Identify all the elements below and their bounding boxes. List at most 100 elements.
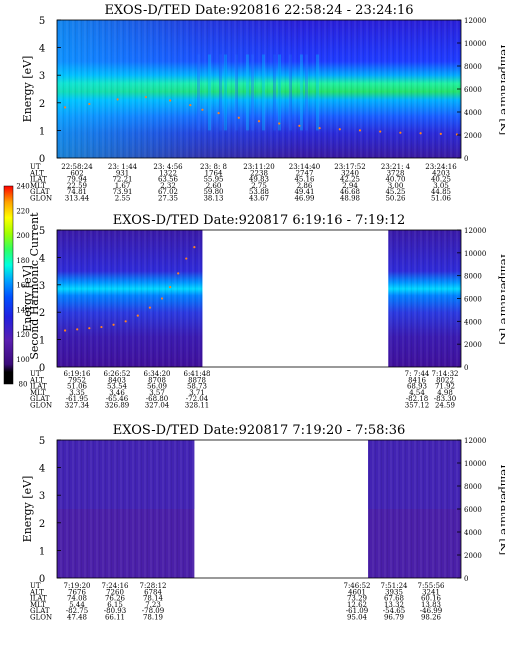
info-row-label: GLON [30, 614, 52, 622]
spectrogram-texture [368, 440, 461, 578]
y-tick-label: 2 [39, 99, 45, 110]
info-cell: 74.81 [67, 188, 87, 196]
info-cell: -83.30 [434, 395, 456, 403]
info-cell: 1322 [159, 169, 177, 177]
y-tick-label: 4 [39, 44, 45, 55]
info-cell: 3.05 [433, 182, 449, 190]
info-cell: 328.11 [185, 402, 210, 410]
info-cell: 38.13 [203, 195, 223, 203]
info-cell: 3728 [387, 169, 405, 177]
colorbar-tick-label: 240 [16, 183, 29, 191]
info-cell: 66.11 [105, 614, 125, 622]
info-cell: 59.80 [203, 188, 223, 196]
y2-tick-label: 6000 [464, 86, 482, 94]
info-cell: 44.85 [431, 188, 451, 196]
temperature-point [358, 129, 362, 132]
info-row-label: ALT [29, 169, 44, 177]
info-cell: 4203 [432, 169, 450, 177]
y-tick-label: 1 [39, 126, 45, 137]
temperature-point [217, 112, 220, 115]
info-cell: 56.09 [147, 383, 167, 391]
info-cell: 8022 [436, 376, 454, 384]
colorbar-tick-label: 180 [16, 257, 29, 265]
colorbar-tick-label: 80 [19, 381, 28, 389]
temperature-point [189, 104, 192, 107]
info-cell: 23:24:16 [425, 163, 457, 171]
info-cell: 72.21 [112, 176, 132, 184]
info-row-label: GLON [30, 195, 52, 203]
y2-tick-label: 6000 [464, 296, 482, 304]
y2-tick-label: 4000 [464, 318, 482, 326]
info-cell: 60.16 [421, 595, 442, 603]
info-cell: 1.67 [115, 182, 131, 190]
info-cell: 2.75 [251, 182, 267, 190]
info-cell: 45.16 [294, 176, 315, 184]
panels: EXOS-D/TED Date:920816 22:58:24 - 23:24:… [21, 3, 505, 622]
info-row-label: ALT [29, 376, 44, 384]
y-tick-label: 4 [39, 464, 45, 475]
info-row-label: UT [30, 582, 41, 590]
info-cell: -80.93 [104, 607, 126, 615]
colorbar-tick-label: 160 [16, 282, 29, 290]
info-cell: 51.06 [67, 383, 88, 391]
colorbar-tick-label: 140 [16, 306, 29, 314]
info-cell: 23:11:20 [243, 163, 274, 171]
info-cell: 7:46:52 [344, 582, 371, 590]
info-cell: 327.04 [145, 402, 170, 410]
temperature-point [419, 132, 422, 135]
info-cell: 96.79 [384, 614, 404, 622]
temperature-point [169, 285, 172, 289]
y2-tick-label: 10000 [464, 250, 486, 258]
y2-axis-title: Temperature [K] [498, 463, 505, 555]
info-cell: 27.35 [158, 195, 178, 203]
temperature-point [148, 306, 152, 309]
colorbar-tick-label: 100 [16, 356, 29, 364]
info-cell: 6:19:16 [64, 370, 92, 378]
y-tick-label: 3 [39, 281, 45, 292]
info-cell: 313.44 [65, 195, 90, 203]
info-cell: -54.65 [383, 607, 405, 615]
y-axis-title: Energy [eV] [21, 56, 34, 123]
spectrogram-texture [388, 230, 461, 367]
y-tick-label: 4 [39, 253, 45, 264]
panel-2: EXOS-D/TED Date:920817 6:19:16 - 7:19:12… [21, 213, 505, 410]
info-row-label: ILAT [30, 595, 47, 603]
temperature-point [100, 325, 103, 329]
info-cell: 68.93 [407, 383, 427, 391]
y-axis-title: Energy [eV] [21, 265, 34, 332]
y-tick-label: 3 [39, 491, 45, 502]
y2-tick-label: 8000 [464, 273, 482, 281]
colorbar: 80 100 120 140 160 180 200 220 240 Second Harmon… [3, 183, 41, 389]
y2-tick-label: 12000 [464, 437, 486, 445]
temperature-point [399, 131, 402, 134]
info-cell: 4.54 [409, 389, 425, 397]
info-cell: 40.25 [431, 176, 451, 184]
temperature-point [257, 120, 261, 123]
info-cell: 2.60 [206, 182, 222, 190]
info-cell: 74.08 [67, 595, 87, 603]
temperature-point [144, 95, 147, 99]
info-cell: 71.92 [435, 383, 455, 391]
y2-tick-label: 4000 [464, 109, 482, 117]
info-cell: 4601 [348, 588, 366, 596]
info-cell: 6:26:52 [104, 370, 131, 378]
temperature-point [318, 127, 321, 130]
info-cell: 79.94 [67, 176, 88, 184]
info-cell: 23:17:52 [334, 163, 365, 171]
temperature-point [63, 329, 67, 332]
info-cell: 6.15 [107, 601, 123, 609]
info-cell: 53.54 [107, 383, 128, 391]
info-cell: 23: 1:44 [108, 163, 138, 171]
info-cell: 51.06 [431, 195, 452, 203]
info-cell: 49.83 [249, 176, 269, 184]
info-cell: 73.91 [112, 188, 132, 196]
info-cell: 78.14 [143, 595, 164, 603]
y2-tick-label: 4000 [464, 529, 482, 537]
info-cell: 46.99 [294, 195, 314, 203]
panel-title: EXOS-D/TED Date:920817 6:19:16 - 7:19:12 [113, 213, 406, 228]
temperature-point [278, 122, 281, 125]
info-cell: 2.86 [297, 182, 313, 190]
info-cell: 3.71 [189, 389, 205, 397]
y2-tick-label: 2000 [464, 341, 482, 349]
info-cell: 47.48 [67, 614, 87, 622]
